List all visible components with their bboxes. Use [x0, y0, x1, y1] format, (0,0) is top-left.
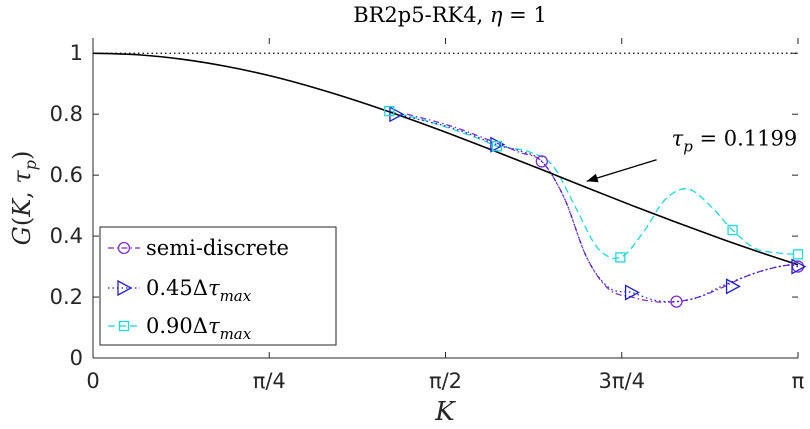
y-tick-label: 0.8 — [50, 102, 83, 126]
annotation-label: τp = 0.1199 — [672, 127, 798, 156]
chart-title-symbol: η — [490, 3, 503, 27]
series-markers — [384, 105, 807, 308]
legend-marker-circle — [117, 241, 131, 255]
marker-triangle — [791, 258, 807, 275]
chart-title-rest: = 1 — [503, 3, 547, 27]
series-line-2 — [395, 113, 799, 303]
marker-square — [384, 105, 395, 117]
legend-box — [99, 226, 337, 346]
y-axis-label-k: K — [8, 197, 36, 218]
legend-marker-square — [118, 320, 130, 332]
legend-marker-triangle — [117, 279, 133, 297]
x-tick-label: 0 — [86, 369, 99, 393]
y-tick-label: 0 — [70, 346, 83, 370]
chart-title-main: BR2p5-RK4, — [353, 3, 490, 27]
x-tick-label: π/2 — [429, 369, 462, 393]
annotation-arrow — [586, 159, 657, 182]
marker-triangle — [389, 106, 405, 123]
legend-label-semi-discrete: semi-discrete — [146, 236, 289, 260]
axis-ticks: 0 π/4 π/2 3π/4 π 0 0.2 0.4 0.6 0.8 1 — [50, 38, 805, 393]
marker-triangle — [725, 278, 741, 295]
chart-title: BR2p5-RK4, η = 1 — [353, 3, 547, 27]
annotation-eq: = 0.1199 — [693, 127, 797, 151]
marker-square — [727, 224, 738, 236]
y-axis-label-close: ) — [8, 151, 36, 160]
legend: semi-discrete 0.45Δτmax 0.90Δτmax — [99, 226, 337, 346]
legend-label-090: 0.90Δτmax — [146, 314, 252, 343]
marker-square — [491, 141, 503, 152]
series-line-0 — [92, 52, 799, 266]
series-lines — [92, 52, 799, 303]
annotation-tau: τ — [672, 127, 684, 151]
legend-045-tau: τ — [208, 276, 220, 300]
annotation: τp = 0.1199 — [586, 127, 798, 183]
marker-circle — [535, 155, 548, 168]
x-tick-label: 3π/4 — [599, 369, 645, 393]
x-tick-label: π — [792, 369, 805, 393]
y-axis-label-tau: τ — [8, 170, 36, 184]
legend-label-045: 0.45Δτmax — [146, 276, 252, 305]
y-axis-label-g: G — [8, 226, 36, 245]
y-tick-label: 0.4 — [50, 224, 83, 248]
marker-square — [615, 252, 626, 263]
marker-triangle — [624, 284, 640, 301]
series-line-1 — [406, 113, 799, 303]
legend-entry-090: 0.90Δτmax — [108, 314, 252, 343]
legend-entry-045: 0.45Δτmax — [108, 276, 252, 305]
marker-square — [792, 249, 804, 260]
marker-circle — [670, 295, 683, 308]
y-axis-label: G(K, τp) — [8, 151, 40, 246]
legend-045-sub: max — [220, 287, 252, 305]
legend-045-pre: 0.45Δ — [146, 276, 208, 300]
y-axis-label-sub: p — [21, 160, 40, 170]
legend-entry-semi-discrete: semi-discrete — [108, 236, 289, 260]
x-axis-label: K — [434, 397, 456, 427]
x-tick-label: π/4 — [253, 369, 286, 393]
y-tick-label: 1 — [70, 41, 83, 65]
y-tick-label: 0.2 — [50, 285, 83, 309]
y-axis-label-sep: , — [8, 184, 36, 199]
annotation-sub: p — [683, 138, 693, 156]
y-axis-label-open: ( — [8, 217, 36, 226]
legend-090-tau: τ — [208, 314, 220, 338]
legend-090-pre: 0.90Δ — [146, 314, 208, 338]
series-line-3 — [389, 110, 799, 259]
y-tick-label: 0.6 — [50, 163, 83, 187]
legend-090-sub: max — [220, 325, 252, 343]
annotation-arrow-head — [586, 173, 599, 183]
